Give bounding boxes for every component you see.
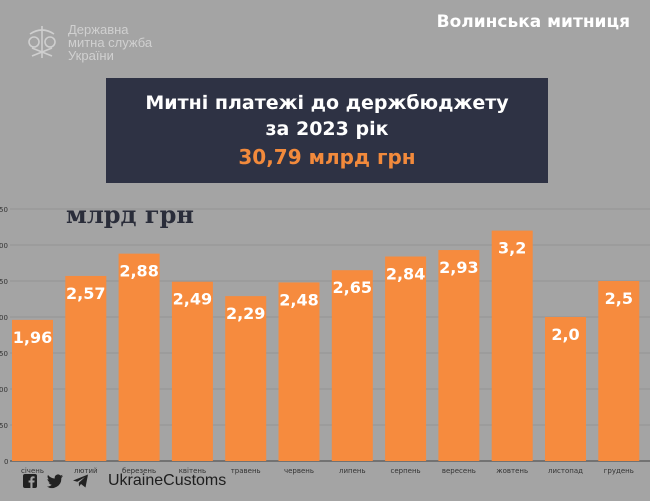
y-tick-label: 00 xyxy=(0,314,8,322)
x-tick-label: жовтень xyxy=(496,467,528,475)
x-tick-label: грудень xyxy=(604,467,634,475)
data-label: 2,5 xyxy=(605,289,633,308)
bar xyxy=(118,253,160,461)
data-label: 2,84 xyxy=(386,265,425,284)
data-label: 1,96 xyxy=(13,328,52,347)
bar xyxy=(598,281,640,461)
data-label: 2,49 xyxy=(173,290,212,309)
y-tick-label: 50 xyxy=(0,206,8,214)
logo-line: митна служба xyxy=(68,34,153,50)
bar-chart: 0 50 00 50 00 50 00 50 млрд грн 1,96 січень 2,57 л… xyxy=(0,200,650,475)
x-tick-label: січень xyxy=(21,467,44,475)
y-tick-label: 50 xyxy=(0,422,8,430)
social-handle: UkraineCustoms xyxy=(108,472,227,489)
bar xyxy=(331,270,373,461)
customs-emblem-icon xyxy=(28,26,56,58)
x-tick-label: червень xyxy=(284,467,314,475)
region-title: Волинська митниця xyxy=(436,12,630,32)
bar xyxy=(545,317,586,461)
social-footer: UkraineCustoms xyxy=(22,472,226,490)
x-tick-label: вересень xyxy=(442,467,476,475)
data-label: 2,88 xyxy=(119,262,158,281)
telegram-icon[interactable] xyxy=(72,473,90,489)
x-tick-label: липень xyxy=(339,467,366,475)
y-tick-label: 0 xyxy=(4,458,8,466)
y-tick-label: 50 xyxy=(0,278,8,286)
customs-logo: Державна митна служба України xyxy=(22,22,152,62)
logo-line: України xyxy=(68,47,114,63)
x-tick-label: лютий xyxy=(74,467,98,475)
bar xyxy=(65,275,107,461)
unit-label: млрд грн xyxy=(66,200,194,229)
x-tick-label: листопад xyxy=(548,467,583,475)
bar xyxy=(225,296,267,461)
bar xyxy=(438,250,480,461)
bar xyxy=(171,281,213,461)
y-tick-label: 00 xyxy=(0,242,8,250)
bar xyxy=(12,319,53,461)
data-label: 2,29 xyxy=(226,304,265,323)
twitter-icon[interactable] xyxy=(46,473,64,489)
data-label: 3,2 xyxy=(498,239,526,258)
banner-title: Митні платежі до держбюджету xyxy=(145,92,509,114)
data-label: 2,0 xyxy=(551,325,579,344)
data-label: 2,93 xyxy=(439,258,478,277)
x-tick-label: березень xyxy=(122,467,156,475)
logo-line: Державна xyxy=(68,21,129,37)
data-label: 2,65 xyxy=(333,278,372,297)
title-banner: Митні платежі до держбюджету за 2023 рік… xyxy=(106,78,548,183)
facebook-icon[interactable] xyxy=(22,473,38,489)
data-label: 2,48 xyxy=(279,290,318,309)
banner-total: 30,79 млрд грн xyxy=(238,145,416,169)
bar xyxy=(278,282,320,461)
y-tick-label: 00 xyxy=(0,386,8,394)
x-tick-label: серпень xyxy=(391,467,421,475)
x-tick-label: травень xyxy=(231,467,261,475)
data-label: 2,57 xyxy=(66,284,105,303)
banner-year: за 2023 рік xyxy=(265,118,389,140)
bar xyxy=(491,230,533,461)
y-tick-label: 50 xyxy=(0,350,8,358)
bar xyxy=(385,256,427,461)
x-tick-label: квітень xyxy=(179,467,206,475)
